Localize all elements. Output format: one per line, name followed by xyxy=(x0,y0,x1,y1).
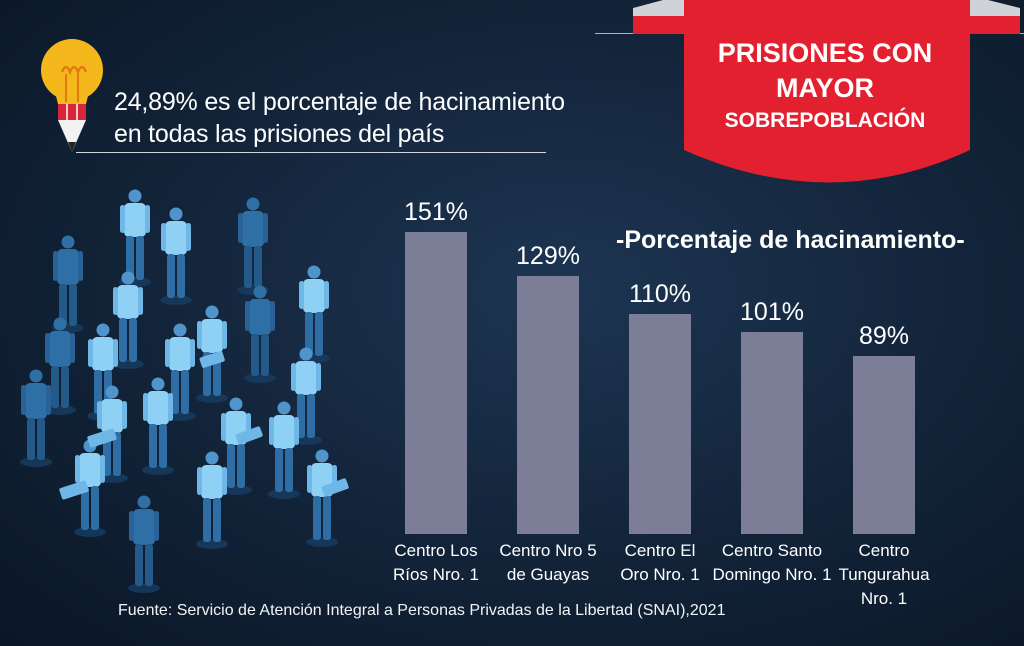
bar-5 xyxy=(853,356,915,534)
category-label-line: Centro xyxy=(858,541,910,560)
category-label-line: Centro Nro 5 xyxy=(499,541,597,560)
title-line-2: MAYOR xyxy=(775,73,875,103)
bar-value-label-3: 110% xyxy=(628,280,692,308)
bar-3 xyxy=(629,314,691,534)
source-note: Fuente: Servicio de Atención Integral a … xyxy=(118,602,726,619)
title-line-3: SOBREPOBLACIÓN xyxy=(724,109,926,132)
lightbulb-icon xyxy=(41,39,103,152)
bar-value-label-4: 101% xyxy=(740,298,804,326)
chart-title: PRISIONES CON MAYOR SOBREPOBLACIÓN xyxy=(680,38,970,132)
bar-value-label-5: 89% xyxy=(858,322,910,350)
bar-value-label-1: 151% xyxy=(404,198,468,226)
category-label-1: Centro Los Ríos Nro. 1 xyxy=(371,539,501,587)
category-label-3: Centro El Oro Nro. 1 xyxy=(595,539,725,587)
stat-underline xyxy=(76,152,546,153)
category-label-line: Oro Nro. 1 xyxy=(620,565,700,584)
category-label-2: Centro Nro 5 de Guayas xyxy=(483,539,613,587)
category-label-line: Nro. 1 xyxy=(860,589,908,608)
category-label-line: Centro Los xyxy=(394,541,478,560)
stat-text-line-2: en todas las prisiones del país xyxy=(114,120,445,148)
category-label-4: Centro Santo Domingo Nro. 1 xyxy=(707,539,837,587)
category-label-line: Ríos Nro. 1 xyxy=(393,565,479,584)
category-label-line: Tungurahua xyxy=(838,565,930,584)
bar-2 xyxy=(517,276,579,534)
bar-1 xyxy=(405,232,467,534)
category-label-line: Centro El xyxy=(624,541,696,560)
category-label-line: Centro Santo xyxy=(721,541,823,560)
bar-4 xyxy=(741,332,803,534)
category-label-line: Domingo Nro. 1 xyxy=(712,565,832,584)
category-label-5: Centro Tungurahua Nro. 1 xyxy=(819,539,949,611)
category-label-line: de Guayas xyxy=(506,565,590,584)
bar-value-label-2: 129% xyxy=(516,242,580,270)
chart-subtitle: -Porcentaje de hacinamiento- xyxy=(616,226,965,254)
stat-text-line-1: 24,89% es el porcentaje de hacinamiento xyxy=(114,88,565,116)
title-line-1: PRISIONES CON xyxy=(717,38,933,68)
